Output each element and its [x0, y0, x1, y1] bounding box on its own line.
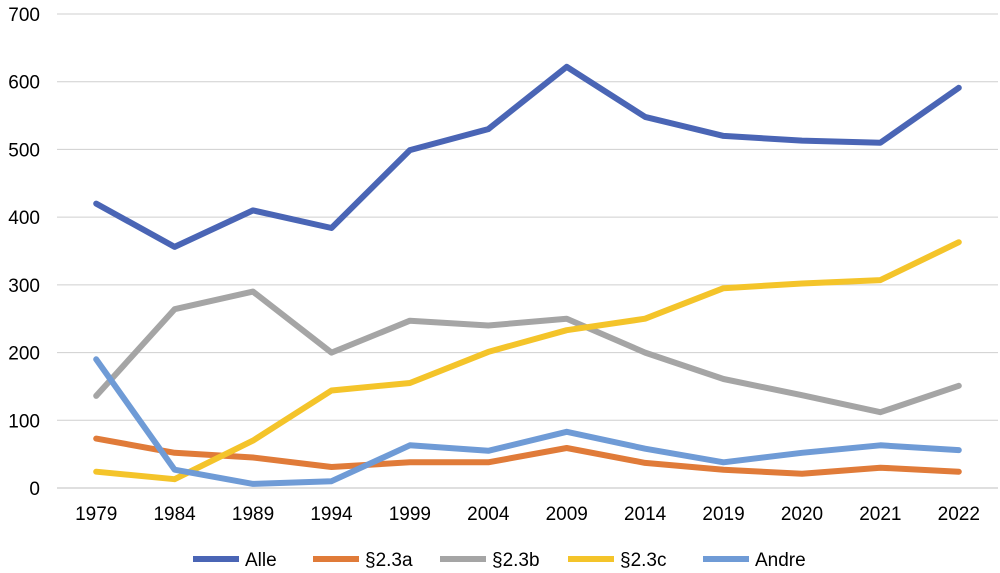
y-tick-label: 0 [29, 479, 40, 500]
legend-label: §2.3a [365, 550, 413, 571]
legend-label: Andre [755, 550, 806, 571]
series-line-alle [93, 63, 962, 250]
y-tick-label: 200 [8, 344, 40, 365]
x-tick-label: 2014 [624, 504, 667, 525]
x-tick-label: 2019 [702, 504, 744, 525]
x-tick-label: 1994 [310, 504, 353, 525]
y-tick-label: 700 [8, 5, 40, 26]
legend: Alle §2.3a §2.3b §2.3c Andre [193, 550, 806, 571]
series-line-23c [93, 239, 962, 483]
x-tick-label: 1989 [232, 504, 274, 525]
x-tick-label: 2009 [546, 504, 588, 525]
x-tick-label: 1979 [75, 504, 117, 525]
y-axis-ticks: 0 100 200 300 400 500 600 700 [8, 5, 40, 500]
x-tick-label: 2021 [859, 504, 901, 525]
y-tick-label: 100 [8, 411, 40, 432]
x-tick-label: 2020 [781, 504, 823, 525]
series-lines [93, 63, 962, 487]
y-tick-label: 600 [8, 73, 40, 94]
legend-label: Alle [245, 550, 277, 571]
grid-lines [57, 13, 998, 489]
legend-label: §2.3c [620, 550, 666, 571]
y-tick-label: 300 [8, 276, 40, 297]
x-axis-ticks: 1979 1984 1989 1994 1999 2004 2009 2014 2019 2020… [75, 504, 980, 525]
series-line-23b [93, 288, 962, 416]
legend-label: §2.3b [492, 550, 540, 571]
x-tick-label: 2004 [467, 504, 510, 525]
y-tick-label: 500 [8, 140, 40, 161]
series-line-23a [93, 435, 962, 477]
x-tick-label: 1984 [153, 504, 196, 525]
x-tick-label: 2022 [938, 504, 980, 525]
x-tick-label: 1999 [389, 504, 431, 525]
series-line-andre [93, 356, 962, 487]
y-tick-label: 400 [8, 208, 40, 229]
